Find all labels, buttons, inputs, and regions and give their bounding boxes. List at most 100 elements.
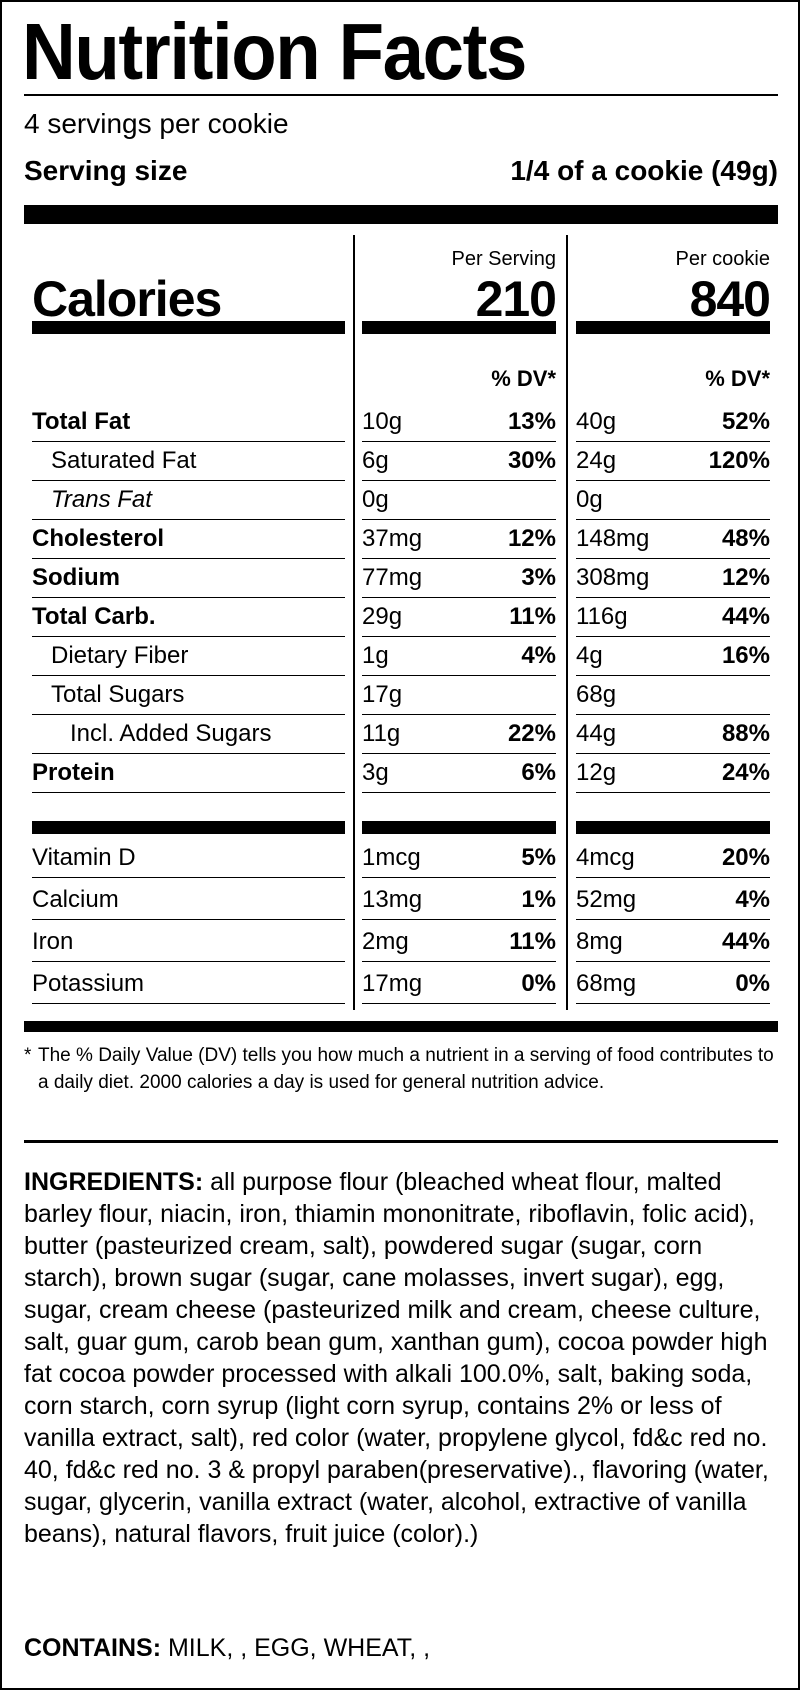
nutrient-row-label: Trans Fat — [32, 480, 345, 520]
percent-dv: 3% — [521, 563, 556, 591]
nutrient-row-values: 148mg 48% — [576, 519, 770, 559]
calories-bar — [576, 321, 770, 334]
nutrient-row-values: 2mg 11% — [362, 922, 556, 962]
nutrient-row-values: 13mg 1% — [362, 880, 556, 920]
amount: 0g — [576, 485, 603, 513]
amount: 13mg — [362, 885, 423, 913]
nutrient-row-label: Potassium — [32, 964, 345, 1004]
amount: 308mg — [576, 563, 650, 591]
thick-divider — [24, 205, 778, 224]
nutrient-name: Sodium — [32, 563, 120, 591]
nutrient-name: Cholesterol — [32, 524, 165, 552]
thick-divider — [362, 821, 556, 834]
servings-per-container: 4 servings per cookie — [24, 108, 289, 139]
amount: 68g — [576, 680, 617, 708]
ingredients: INGREDIENTS: all purpose flour (bleached… — [24, 1166, 780, 1550]
nutrient-name: Trans Fat — [51, 485, 152, 513]
dv-header: % DV* — [705, 366, 770, 391]
nutrient-name: Calcium — [32, 885, 119, 913]
serving-size: Serving size 1/4 of a cookie (49g) — [24, 155, 778, 187]
calories-bar — [32, 321, 345, 334]
nutrient-row-label: Incl. Added Sugars — [32, 714, 345, 754]
nutrient-row-values: 77mg 3% — [362, 558, 556, 598]
amount: 1g — [362, 641, 389, 669]
amount: 44g — [576, 719, 617, 747]
amount: 0g — [362, 485, 389, 513]
percent-dv: 13% — [507, 407, 556, 435]
nutrient-row-values: 1g 4% — [362, 636, 556, 676]
nutrient-row-values: 40g 52% — [576, 402, 770, 442]
percent-dv: 12% — [721, 563, 770, 591]
amount: 40g — [576, 407, 617, 435]
nutrient-name: Total Carb. — [32, 602, 156, 630]
ingredients-label: INGREDIENTS: — [24, 1168, 204, 1196]
nutrient-row-label: Sodium — [32, 558, 345, 598]
per-cookie-header: Per cookie — [675, 248, 771, 270]
divider — [24, 94, 778, 96]
nutrient-row-label: Vitamin D — [32, 838, 345, 878]
nutrient-row-label: Total Fat — [32, 402, 345, 442]
nutrient-name: Dietary Fiber — [51, 641, 189, 669]
nutrient-row-values: 1mcg 5% — [362, 838, 556, 878]
nutrient-name: Total Sugars — [51, 680, 185, 708]
nutrient-row-values: 29g 11% — [362, 597, 556, 637]
nutrient-row-values: 24g 120% — [576, 441, 770, 481]
nutrient-row-values: 10g 13% — [362, 402, 556, 442]
thick-divider — [24, 1021, 778, 1032]
nutrient-row-values: 4g 16% — [576, 636, 770, 676]
nutrient-name: Incl. Added Sugars — [70, 719, 272, 747]
amount: 4g — [576, 641, 603, 669]
ingredients-text: all purpose flour (bleached wheat flour,… — [24, 1168, 769, 1548]
percent-dv: 4% — [735, 885, 770, 913]
divider — [24, 1140, 778, 1143]
nutrient-row-label: Saturated Fat — [32, 441, 345, 481]
nutrient-row-values: 68mg 0% — [576, 964, 770, 1004]
percent-dv: 20% — [721, 843, 770, 871]
serving-size-value: 1/4 of a cookie (49g) — [510, 155, 778, 186]
percent-dv: 5% — [521, 843, 556, 871]
nutrient-name: Iron — [32, 927, 74, 955]
nutrient-name: Total Fat — [32, 407, 131, 435]
nutrient-row-label: Total Sugars — [32, 675, 345, 715]
nutrient-name: Saturated Fat — [51, 446, 197, 474]
percent-dv: 88% — [721, 719, 770, 747]
calories-per-cookie: 840 — [689, 271, 771, 327]
nutrient-row-values: 52mg 4% — [576, 880, 770, 920]
nutrient-row-label: Dietary Fiber — [32, 636, 345, 676]
nutrient-row-label: Cholesterol — [32, 519, 345, 559]
amount: 10g — [362, 407, 403, 435]
amount: 77mg — [362, 563, 423, 591]
column-divider — [353, 235, 355, 1010]
nutrient-row-values: 17g — [362, 675, 556, 715]
amount: 17g — [362, 680, 403, 708]
amount: 6g — [362, 446, 389, 474]
footnote-text: The % Daily Value (DV) tells you how muc… — [38, 1045, 774, 1093]
calories-bar — [362, 321, 556, 334]
footnote-asterisk: * — [24, 1045, 32, 1066]
percent-dv: 44% — [721, 602, 770, 630]
percent-dv: 0% — [521, 969, 556, 997]
contains-text: MILK, , EGG, WHEAT, , — [167, 1634, 431, 1662]
percent-dv: 11% — [509, 602, 556, 630]
nutrient-row-values: 6g 30% — [362, 441, 556, 481]
percent-dv: 6% — [521, 758, 556, 786]
thick-divider — [32, 821, 345, 834]
amount: 17mg — [362, 969, 423, 997]
percent-dv: 12% — [507, 524, 556, 552]
percent-dv: 1% — [521, 885, 556, 913]
percent-dv: 16% — [721, 641, 770, 669]
nutrient-row-label: Total Carb. — [32, 597, 345, 637]
nutrient-name: Protein — [32, 758, 115, 786]
serving-size-label: Serving size — [24, 155, 188, 186]
dv-header: % DV* — [491, 366, 556, 391]
calories-per-serving: 210 — [475, 271, 557, 327]
percent-dv: 4% — [521, 641, 556, 669]
nutrient-row-values: 0g — [362, 480, 556, 520]
amount: 148mg — [576, 524, 650, 552]
amount: 2mg — [362, 927, 409, 955]
nutrient-row-values: 12g 24% — [576, 753, 770, 793]
nutrient-row-values: 4mcg 20% — [576, 838, 770, 878]
amount: 116g — [576, 602, 628, 630]
per-serving-header: Per Serving — [451, 248, 557, 270]
